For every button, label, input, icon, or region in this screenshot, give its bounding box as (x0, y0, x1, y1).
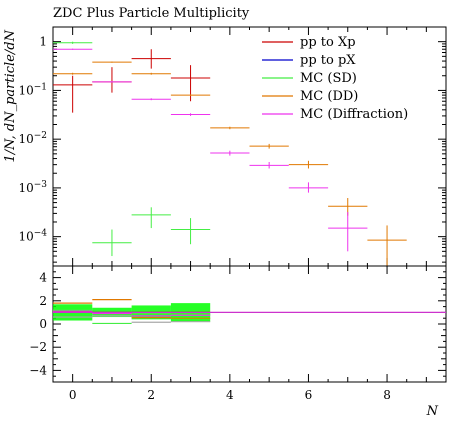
main-panel: 1 10−1 10−2 10−3 10−4 (18, 26, 447, 267)
y-tick-label: 1 (39, 35, 47, 49)
x-tick-label: 8 (383, 388, 391, 402)
series-mc-diffraction- (53, 48, 368, 252)
ratio-panel: 0 2 4 6 8 4 2 0 −2 −4 (29, 265, 447, 402)
y-tick-label: 10−2 (18, 131, 47, 146)
legend-label-pp-to-xp: pp to Xp (300, 35, 356, 50)
ratio-series-3 (53, 310, 211, 317)
ratio-y-tick-label: 4 (39, 271, 47, 285)
series-mc-sd- (53, 41, 211, 257)
y-tick-label: 10−4 (18, 229, 47, 244)
legend-label-mc-diffraction-: MC (Diffraction) (300, 107, 408, 122)
legend-label-pp-to-px: pp to pX (300, 53, 356, 68)
ratio-series-1 (53, 309, 211, 325)
x-tick-label: 2 (147, 388, 155, 402)
y-tick-label: 10−1 (18, 82, 47, 97)
legend: pp to Xp pp to pX MC (SD) MC (DD) MC (Diffra… (262, 35, 408, 122)
legend-label-mc-dd-: MC (DD) (300, 89, 358, 104)
y-axis-label: 1/N, dN_particle/dN (3, 29, 18, 162)
legend-label-mc-sd-: MC (SD) (300, 71, 357, 86)
series-mc-dd- (53, 61, 407, 266)
series-pp-to-xp (53, 49, 211, 113)
ratio-y-tick-label: −2 (29, 340, 47, 354)
x-tick-label: 6 (305, 388, 313, 402)
y-tick-label: 10−3 (18, 180, 47, 195)
x-tick-label: 0 (69, 388, 77, 402)
ratio-y-tick-label: 0 (39, 317, 47, 331)
ratio-series-0 (53, 315, 211, 323)
chart-title: ZDC Plus Particle Multiplicity (53, 6, 250, 21)
ratio-y-tick-label: 2 (39, 294, 47, 308)
ratio-series-2 (53, 299, 211, 319)
x-tick-label: 4 (226, 388, 234, 402)
ratio-y-tick-label: −4 (29, 363, 47, 377)
x-axis-label: N (426, 404, 439, 419)
